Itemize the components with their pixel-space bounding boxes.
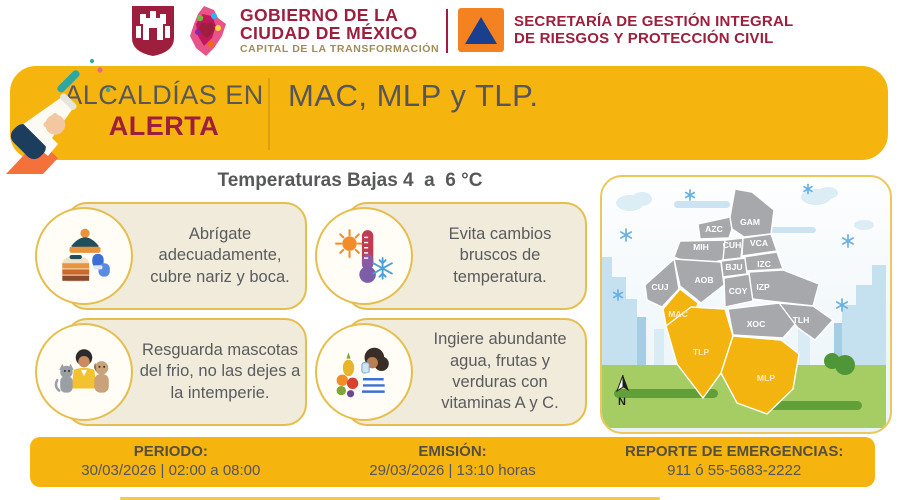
region-xoc <box>727 302 800 339</box>
svg-text:MAC: MAC <box>668 309 688 319</box>
cdmx-alert-map: AZC GAM MIH CUH VCA IZC BJU AOB CUJ IZP … <box>600 175 892 434</box>
advice-card-clothing: Abrígate adecuadamente, cubre nariz y bo… <box>35 200 307 312</box>
region-aob <box>673 258 725 304</box>
advice-card-pets: Resguarda mascotas del frio, no las deje… <box>35 316 307 428</box>
secretaria-line2: DE RIESGOS Y PROTECCIÓN CIVIL <box>514 30 774 47</box>
alcaldias-map <box>644 188 834 415</box>
proteccion-civil-logo <box>458 8 504 52</box>
region-mlp <box>720 335 800 415</box>
alert-banner: ALCALDÍAS EN ALERTA MAC, MLP y TLP. <box>10 66 888 160</box>
advice-card-nutrition: Ingiere abundante agua, frutas y verdura… <box>315 316 587 428</box>
region-azc <box>697 216 733 240</box>
svg-text:IZP: IZP <box>756 282 770 292</box>
bottom-accent-line <box>120 497 660 500</box>
fruits-water-icon <box>315 323 413 421</box>
secretaria-title: SECRETARÍA DE GESTIÓN INTEGRAL DE RIESGO… <box>514 13 793 48</box>
svg-text:MLP: MLP <box>757 373 775 383</box>
advice-card-text: Evita cambios bruscos de temperatura. <box>448 224 552 286</box>
megaphone-icon <box>6 59 111 174</box>
gobierno-logo-group: GOBIERNO DE LA CIUDAD DE MÉXICO CAPITAL … <box>128 4 439 58</box>
alcaldias-labels: AZC GAM MIH CUH VCA IZC BJU AOB CUJ IZP … <box>651 217 809 383</box>
cdmx-shield-logo <box>132 6 174 56</box>
alerta-label: ALERTA <box>108 111 220 142</box>
svg-text:COY: COY <box>729 286 748 296</box>
gobierno-title: GOBIERNO DE LA CIUDAD DE MÉXICO CAPITAL … <box>240 4 440 56</box>
header: GOBIERNO DE LA CIUDAD DE MÉXICO CAPITAL … <box>0 0 900 62</box>
alert-banner-title: ALCALDÍAS EN ALERTA <box>58 80 270 142</box>
warm-clothing-icon <box>35 207 133 305</box>
secretaria-line1: SECRETARÍA DE GESTIÓN INTEGRAL <box>514 12 794 30</box>
advice-card-text: Abrígate adecuadamente, cubre nariz y bo… <box>150 224 290 286</box>
alcaldias-en-label: ALCALDÍAS EN <box>64 80 264 110</box>
region-gam <box>729 188 775 238</box>
gobierno-title-line1: GOBIERNO DE LA <box>240 4 399 25</box>
svg-text:CUJ: CUJ <box>651 282 668 292</box>
compass-label: N <box>618 396 626 408</box>
svg-text:BJU: BJU <box>725 262 742 272</box>
cdmx-map-flower-logo <box>190 6 226 56</box>
footer-periodo: PERIODO: 30/03/2026 | 02:00 a 08:00 <box>30 443 312 481</box>
region-coy <box>723 273 754 308</box>
compass-north-icon: N <box>615 374 629 408</box>
civil-protection-triangle-icon <box>465 16 497 44</box>
svg-text:GAM: GAM <box>740 217 760 227</box>
temperature-subtitle: Temperaturas Bajas 4 a 6 °C <box>217 170 483 191</box>
proteccion-civil-group: SECRETARÍA DE GESTIÓN INTEGRAL DE RIESGO… <box>458 8 793 52</box>
svg-text:XOC: XOC <box>747 319 766 329</box>
footer-bar: PERIODO: 30/03/2026 | 02:00 a 08:00 EMIS… <box>30 437 875 487</box>
emision-label: EMISIÓN: <box>418 443 487 461</box>
svg-text:VCA: VCA <box>750 238 768 248</box>
svg-text:MIH: MIH <box>693 242 709 252</box>
thermometer-sun-snow-icon <box>315 207 413 305</box>
svg-text:AOB: AOB <box>694 275 713 285</box>
region-vca <box>741 233 778 257</box>
periodo-value: 30/03/2026 | 02:00 a 08:00 <box>81 462 261 479</box>
advice-card-text: Resguarda mascotas del frio, no las deje… <box>139 340 301 402</box>
pets-care-icon <box>35 323 133 421</box>
emision-value: 29/03/2026 | 13:10 horas <box>369 462 536 479</box>
header-divider <box>446 9 448 53</box>
gobierno-tagline: CAPITAL DE LA TRANSFORMACIÓN <box>240 43 440 56</box>
footer-reporte: REPORTE DE EMERGENCIAS: 911 ó 55-5683-22… <box>593 443 875 481</box>
snowflake-icon <box>612 183 855 312</box>
region-tlh <box>778 302 834 341</box>
gobierno-title-line2: CIUDAD DE MÉXICO <box>240 22 418 43</box>
banner-divider <box>268 78 270 150</box>
reporte-value: 911 ó 55-5683-2222 <box>667 462 802 479</box>
svg-text:TLH: TLH <box>793 315 810 325</box>
alert-alcaldias-text: MAC, MLP y TLP. <box>288 78 539 113</box>
advice-card-temperature: Evita cambios bruscos de temperatura. <box>315 200 587 312</box>
advice-card-text: Ingiere abundante agua, frutas y verdura… <box>433 330 567 413</box>
svg-text:CUH: CUH <box>723 240 742 250</box>
wind-streaks <box>674 201 816 233</box>
svg-text:IZC: IZC <box>757 259 771 269</box>
svg-text:TLP: TLP <box>693 347 709 357</box>
svg-text:AZC: AZC <box>705 224 723 234</box>
region-cuj <box>644 258 680 308</box>
periodo-label: PERIODO: <box>133 443 208 461</box>
reporte-label: REPORTE DE EMERGENCIAS: <box>625 443 844 461</box>
footer-emision: EMISIÓN: 29/03/2026 | 13:10 horas <box>312 443 594 481</box>
city-skyline <box>602 257 886 381</box>
